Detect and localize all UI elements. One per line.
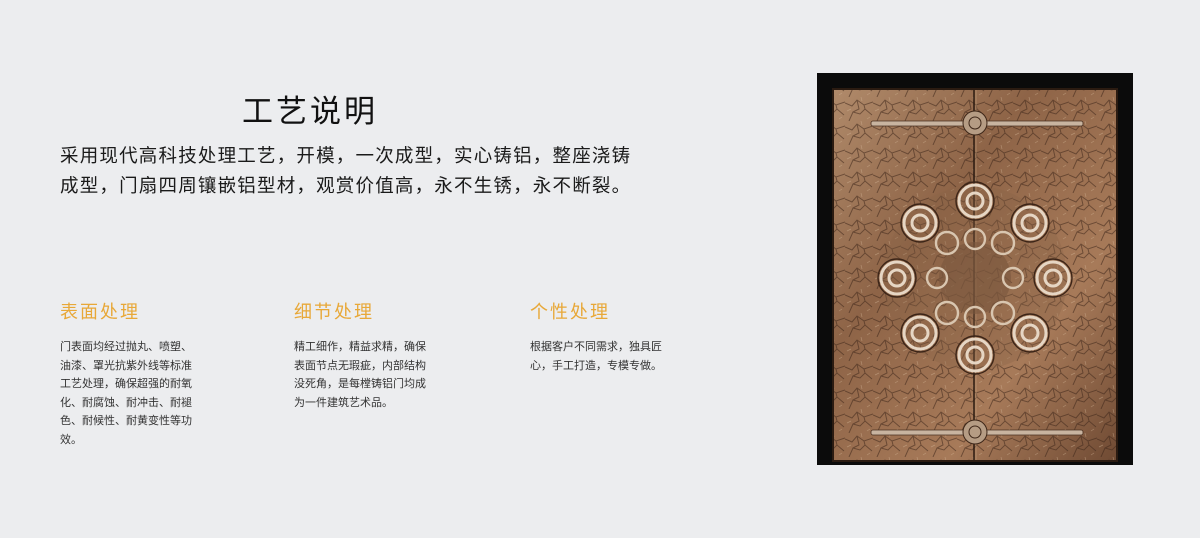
feature-custom-treatment: 个性处理 根据客户不同需求，独具匠 心，手工打造，专模专做。	[530, 298, 662, 375]
intro-line-1: 采用现代高科技处理工艺，开模，一次成型，实心铸铝，整座浇铸	[60, 146, 632, 167]
feature-surface-treatment: 表面处理 门表面均经过抛丸、喷塑、 油漆、罩光抗紫外线等标准 工艺处理，确保超强…	[60, 298, 192, 449]
feature-description: 根据客户不同需求，独具匠 心，手工打造，专模专做。	[530, 338, 662, 375]
description-line: 油漆、罩光抗紫外线等标准	[60, 358, 192, 372]
feature-detail-treatment: 细节处理 精工细作，精益求精，确保 表面节点无瑕疵，内部结构 没死角，是每樘铸铝…	[294, 298, 426, 412]
page-title: 工艺说明	[242, 94, 378, 130]
description-line: 化、耐腐蚀、耐冲击、耐褪	[60, 395, 192, 409]
cloud-medallion-ornament	[877, 181, 1073, 375]
intro-line-2: 成型，门扇四周镶嵌铝型材，观赏价值高，永不生锈，永不断裂。	[60, 176, 632, 197]
cast-aluminum-door-illustration	[832, 88, 1118, 462]
intro-paragraph: 采用现代高科技处理工艺，开模，一次成型，实心铸铝，整座浇铸 成型，门扇四周镶嵌铝…	[60, 142, 720, 202]
description-line: 表面节点无瑕疵，内部结构	[294, 358, 426, 372]
feature-title: 表面处理	[60, 302, 140, 323]
description-line: 效。	[60, 432, 82, 446]
description-line: 精工细作，精益求精，确保	[294, 340, 426, 353]
description-line: 没死角，是每樘铸铝门均成	[294, 377, 426, 390]
description-line: 色、耐候性、耐黄变性等功	[60, 414, 192, 427]
feature-title: 细节处理	[294, 302, 374, 323]
description-line: 工艺处理，确保超强的耐氧	[60, 377, 192, 390]
description-line: 心，手工打造，专模专做。	[530, 358, 662, 372]
feature-description: 门表面均经过抛丸、喷塑、 油漆、罩光抗紫外线等标准 工艺处理，确保超强的耐氧 化…	[60, 338, 192, 449]
description-line: 门表面均经过抛丸、喷塑、	[60, 340, 192, 353]
feature-title: 个性处理	[530, 302, 610, 323]
feature-description: 精工细作，精益求精，确保 表面节点无瑕疵，内部结构 没死角，是每樘铸铝门均成 为…	[294, 338, 426, 412]
description-line: 根据客户不同需求，独具匠	[530, 340, 662, 353]
top-handle-bar	[870, 110, 1084, 136]
door-image	[817, 73, 1133, 465]
description-line: 为一件建筑艺术品。	[294, 395, 393, 409]
bottom-handle-bar	[870, 419, 1084, 445]
